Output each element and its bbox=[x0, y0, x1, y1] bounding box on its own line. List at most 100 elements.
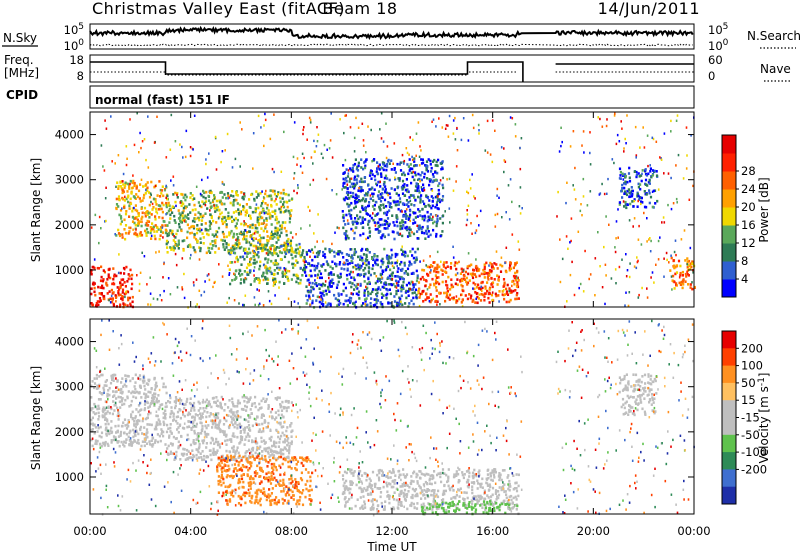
noise-cell bbox=[392, 162, 394, 165]
scatter-cell bbox=[243, 258, 246, 261]
scatter-cell bbox=[221, 239, 224, 242]
scatter-cell bbox=[137, 189, 141, 193]
noise-cell bbox=[150, 200, 152, 204]
scatter-cell bbox=[191, 194, 194, 197]
scatter-cell bbox=[177, 440, 180, 444]
nsky-label: N.Sky bbox=[3, 31, 37, 45]
noise-cell bbox=[670, 207, 673, 211]
scatter-cell bbox=[407, 281, 411, 285]
scatter-cell bbox=[261, 422, 264, 426]
scatter-cell bbox=[397, 177, 400, 180]
scatter-cell bbox=[240, 278, 243, 281]
noise-cell bbox=[386, 145, 389, 148]
scatter-cell bbox=[145, 211, 148, 214]
noise-cell bbox=[190, 253, 192, 257]
scatter-cell bbox=[415, 185, 419, 189]
scatter-cell bbox=[434, 205, 437, 209]
scatter-cell bbox=[385, 213, 388, 217]
noise-tick-high: 105 bbox=[64, 22, 84, 37]
scatter-cell bbox=[505, 292, 508, 295]
scatter-cell bbox=[406, 254, 409, 258]
noise-cell bbox=[446, 178, 448, 181]
scatter-cell bbox=[390, 168, 393, 171]
scatter-cell bbox=[282, 457, 285, 461]
scatter-cell bbox=[343, 198, 346, 202]
noise-cell bbox=[165, 196, 167, 199]
noise-cell bbox=[469, 178, 471, 182]
noise-cell bbox=[109, 301, 112, 304]
scatter-cell bbox=[254, 418, 257, 421]
scatter-cell bbox=[344, 299, 347, 303]
scatter-cell bbox=[398, 221, 402, 225]
noise-cell bbox=[262, 304, 265, 307]
scatter-cell bbox=[264, 202, 267, 205]
scatter-cell bbox=[177, 445, 180, 448]
noise-cell bbox=[331, 189, 333, 192]
scatter-cell bbox=[134, 204, 137, 207]
noise-cell bbox=[228, 296, 230, 300]
scatter-cell bbox=[189, 397, 192, 400]
scatter-cell bbox=[155, 210, 158, 213]
scatter-cell bbox=[158, 406, 161, 409]
scatter-cell bbox=[277, 254, 280, 258]
noise-cell bbox=[141, 140, 144, 143]
scatter-cell bbox=[401, 184, 405, 188]
scatter-cell bbox=[325, 260, 328, 263]
scatter-cell bbox=[188, 203, 191, 206]
noise-cell bbox=[93, 258, 96, 261]
scatter-cell bbox=[316, 255, 319, 258]
scatter-cell bbox=[452, 297, 455, 301]
scatter-cell bbox=[264, 248, 267, 251]
scatter-cell bbox=[431, 173, 435, 176]
noise-cell bbox=[189, 154, 192, 158]
scatter-cell bbox=[508, 268, 511, 272]
scatter-cell bbox=[123, 281, 126, 284]
noise-cell bbox=[98, 241, 100, 245]
scatter-cell bbox=[182, 447, 185, 451]
scatter-cell bbox=[131, 295, 134, 299]
scatter-cell bbox=[646, 184, 649, 187]
scatter-cell bbox=[231, 397, 234, 401]
scatter-cell bbox=[140, 224, 143, 228]
noise-cell bbox=[323, 143, 326, 147]
scatter-cell bbox=[425, 164, 428, 167]
scatter-cell bbox=[274, 229, 277, 233]
scatter-cell bbox=[385, 205, 388, 208]
scatter-cell bbox=[340, 267, 343, 270]
scatter-cell bbox=[102, 286, 105, 290]
scatter-cell bbox=[169, 213, 172, 217]
scatter-cell bbox=[271, 244, 274, 247]
scatter-cell bbox=[166, 452, 169, 455]
scatter-cell bbox=[405, 214, 408, 218]
scatter-cell bbox=[140, 217, 143, 221]
scatter-cell bbox=[244, 222, 248, 226]
noise-cell bbox=[614, 246, 616, 249]
scatter-cell bbox=[130, 192, 133, 195]
scatter-cell bbox=[208, 400, 211, 403]
station-title: Christmas Valley East (fitACF) bbox=[92, 0, 345, 18]
noise-cell bbox=[613, 114, 616, 117]
scatter-cell bbox=[151, 394, 154, 397]
scatter-cell bbox=[356, 273, 359, 277]
scatter-cell bbox=[235, 233, 238, 236]
scatter-cell bbox=[146, 442, 149, 445]
scatter-cell bbox=[225, 223, 228, 226]
scatter-cell bbox=[241, 273, 244, 276]
noise-cell bbox=[690, 134, 692, 137]
scatter-cell bbox=[307, 278, 310, 282]
scatter-cell bbox=[186, 230, 189, 234]
noise-cell bbox=[308, 274, 311, 277]
scatter-cell bbox=[490, 269, 493, 273]
scatter-cell bbox=[100, 275, 103, 279]
scatter-cell bbox=[162, 382, 165, 386]
noise-cell bbox=[258, 255, 260, 258]
noise-cell bbox=[627, 304, 630, 308]
scatter-cell bbox=[156, 226, 159, 229]
noise-cell bbox=[624, 304, 626, 307]
scatter-cell bbox=[641, 201, 644, 204]
scatter-cell bbox=[202, 441, 205, 445]
scatter-cell bbox=[274, 484, 277, 487]
scatter-cell bbox=[410, 181, 413, 185]
scatter-cell bbox=[256, 247, 259, 250]
scatter-cell bbox=[288, 444, 291, 448]
